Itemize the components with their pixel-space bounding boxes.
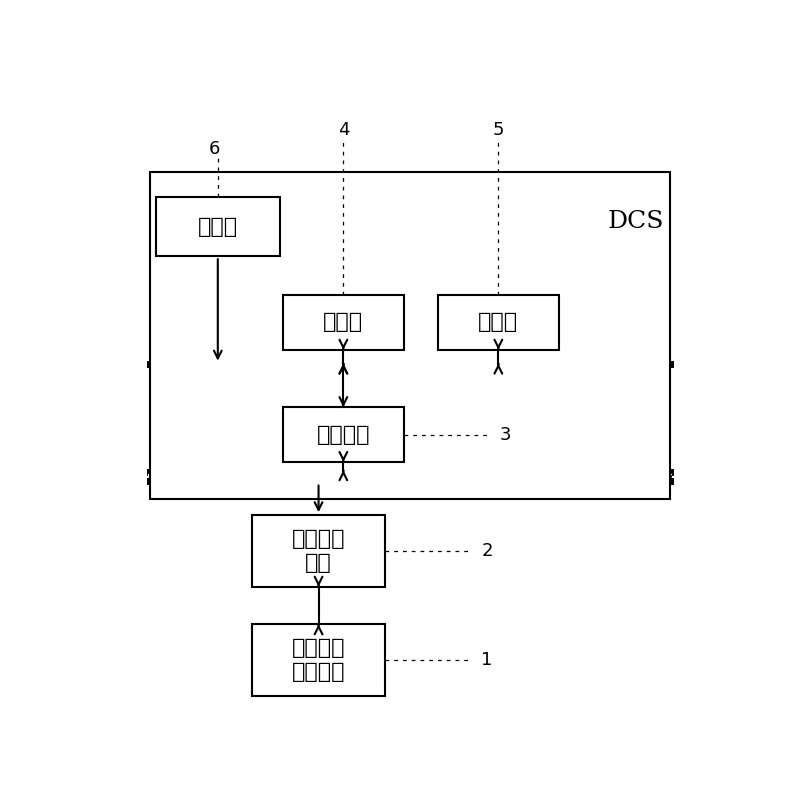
Text: 内部热耦
合精馏塔: 内部热耦 合精馏塔: [292, 638, 346, 682]
Bar: [252, 515, 386, 586]
Text: 3: 3: [500, 425, 511, 444]
Text: 2: 2: [482, 542, 493, 560]
Text: 上位机: 上位机: [198, 216, 238, 237]
Text: 数据接口: 数据接口: [317, 424, 370, 445]
Bar: [283, 407, 404, 462]
Text: 数据库: 数据库: [478, 313, 518, 332]
Text: 6: 6: [209, 140, 220, 158]
Bar: [252, 625, 386, 696]
Text: 5: 5: [493, 122, 504, 139]
Text: 控制站: 控制站: [323, 313, 363, 332]
Text: DCS: DCS: [608, 211, 665, 233]
Bar: [438, 295, 558, 350]
Text: 现场智能
仪表: 现场智能 仪表: [292, 530, 346, 573]
Bar: [150, 172, 670, 500]
Bar: [156, 197, 280, 256]
Bar: [283, 295, 404, 350]
Text: 4: 4: [338, 122, 349, 139]
Text: 1: 1: [482, 651, 493, 669]
